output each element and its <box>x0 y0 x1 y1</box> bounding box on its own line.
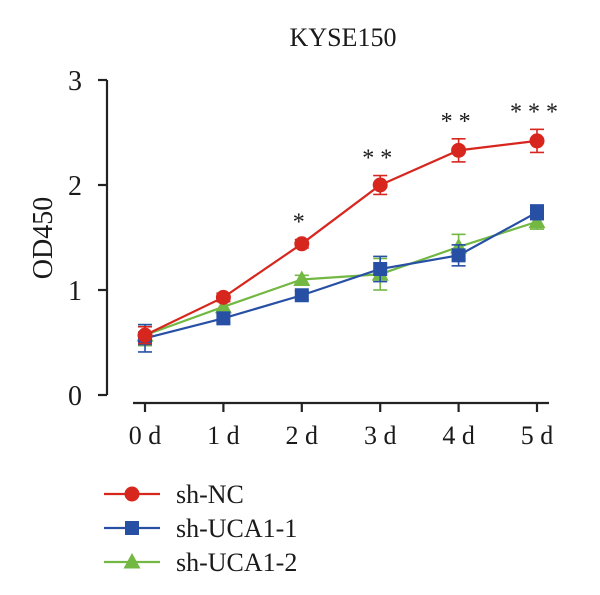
x-tick-label: 0 d <box>129 421 162 450</box>
series-sh-UCA1-1 <box>138 204 544 353</box>
y-tick-label: 1 <box>68 276 82 307</box>
data-point <box>216 311 231 326</box>
legend-item: sh-NC <box>104 480 244 509</box>
data-point <box>451 248 466 263</box>
data-point <box>214 297 232 314</box>
y-tick-label: 2 <box>68 171 82 202</box>
data-point <box>528 212 546 229</box>
legend-marker <box>125 521 139 535</box>
series-sh-NC <box>137 128 545 345</box>
legend-label: sh-UCA1-2 <box>176 548 297 577</box>
legend-label: sh-NC <box>176 480 244 509</box>
x-tick-label: 4 d <box>442 421 475 450</box>
legend: sh-NC sh-UCA1-1 sh-UCA1-2 <box>104 480 297 577</box>
legend-item: sh-UCA1-2 <box>104 548 297 577</box>
series-line <box>144 220 538 337</box>
data-point <box>451 142 467 158</box>
x-tick-label: 3 d <box>364 421 397 450</box>
data-point <box>293 270 311 286</box>
legend-marker <box>124 486 140 502</box>
data-point <box>373 262 388 276</box>
data-point <box>215 289 231 305</box>
series-line <box>144 139 538 337</box>
plot-area: ***** *** <box>136 99 564 353</box>
significance-label: ** <box>441 109 477 135</box>
y-tick-label: 3 <box>68 66 82 97</box>
data-point <box>137 327 153 343</box>
significance-label: *** <box>510 99 564 125</box>
significance-label: ** <box>362 146 398 172</box>
y-axis-label: OD450 <box>28 197 59 279</box>
x-tick-label: 5 d <box>521 421 554 450</box>
chart-title: KYSE150 <box>290 23 397 52</box>
chart-axes: 0 1 2 3 0 d 1 d 2 d 3 d 4 d 5 d <box>68 66 553 450</box>
data-point <box>529 133 545 149</box>
legend-item: sh-UCA1-1 <box>104 514 297 543</box>
y-tick-label: 0 <box>68 381 82 412</box>
data-point <box>294 236 310 252</box>
x-tick-label: 2 d <box>286 421 319 450</box>
data-point <box>372 177 388 193</box>
legend-label: sh-UCA1-1 <box>176 514 297 543</box>
significance-label: * <box>293 210 311 236</box>
data-point <box>294 288 309 303</box>
data-point <box>530 205 544 220</box>
x-tick-label: 1 d <box>207 421 240 450</box>
legend-marker <box>123 553 141 569</box>
series-line <box>144 211 538 340</box>
